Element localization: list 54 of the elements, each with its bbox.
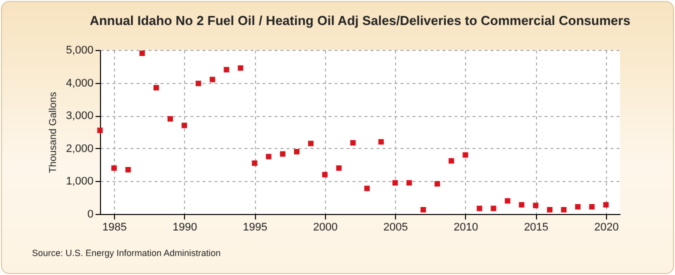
point — [280, 151, 286, 157]
x-tick-label: 2005 — [383, 222, 408, 234]
point — [196, 80, 202, 86]
point — [210, 76, 216, 82]
point — [224, 66, 230, 72]
y-tick-label: 2,000 — [66, 142, 94, 155]
point — [392, 180, 398, 186]
x-tick-label: 2000 — [313, 222, 338, 234]
x-tick-label: 2010 — [454, 222, 478, 234]
point — [111, 165, 117, 171]
point — [589, 204, 595, 210]
y-axis-title: Thousand Gallons — [48, 92, 59, 174]
y-tick-label: 5,000 — [66, 44, 94, 56]
point — [476, 206, 482, 212]
point — [350, 140, 356, 146]
x-tick-label: 2020 — [594, 222, 619, 234]
point — [97, 128, 103, 134]
point — [532, 202, 538, 208]
point — [125, 166, 131, 172]
y-tick-label: 0 — [87, 208, 94, 220]
chart-title: Annual Idaho No 2 Fuel Oil / Heating Oil Adj Sales/Deliveries to Commercial Consumers — [90, 13, 630, 28]
point — [406, 180, 412, 186]
point — [420, 206, 426, 212]
point — [603, 202, 609, 208]
point — [322, 172, 328, 178]
point — [308, 140, 314, 146]
point — [490, 206, 496, 212]
point — [561, 206, 567, 212]
source-note: Source: U.S. Energy Information Administration — [32, 248, 221, 258]
point — [448, 158, 454, 164]
point — [518, 202, 524, 208]
point — [336, 165, 342, 171]
point — [434, 181, 440, 187]
point — [575, 204, 581, 210]
point — [153, 84, 159, 90]
point — [364, 186, 370, 192]
point — [378, 139, 384, 145]
x-tick-label: 1985 — [102, 222, 127, 234]
x-tick-label: 2015 — [524, 222, 548, 234]
x-tick-label: 1990 — [172, 222, 198, 234]
point — [266, 154, 272, 160]
point — [139, 50, 145, 56]
point — [546, 206, 552, 212]
point — [238, 65, 244, 71]
point — [504, 198, 510, 204]
point — [252, 160, 258, 166]
y-tick-label: 4,000 — [66, 77, 94, 90]
point — [168, 116, 174, 122]
point — [294, 148, 300, 154]
x-tick-label: 1995 — [242, 222, 268, 234]
point — [462, 152, 468, 158]
point — [182, 122, 188, 128]
y-tick-label: 1,000 — [66, 176, 94, 188]
y-tick-label: 3,000 — [66, 110, 94, 122]
